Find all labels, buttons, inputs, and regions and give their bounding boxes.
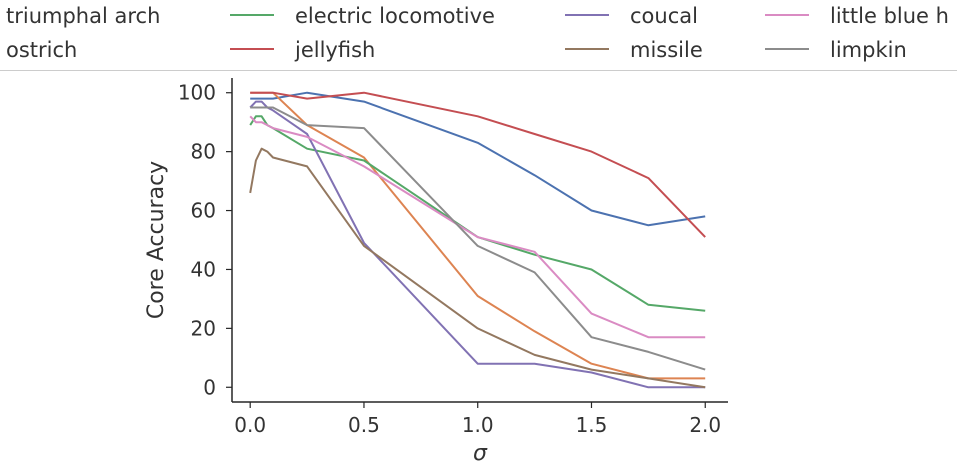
legend-label-electric-locomotive: electric locomotive (295, 4, 495, 28)
series-line-triumphal-arch (250, 91, 706, 227)
legend-label-coucal: coucal (630, 4, 698, 28)
legend-label-little-blue-heron: little blue h (830, 4, 949, 28)
legend: triumphal arch electric locomotive coucal l… (6, 4, 949, 62)
y-tick-label: 80 (191, 140, 216, 164)
series-line-ostrich (250, 91, 706, 380)
y-tick-label: 20 (191, 316, 216, 340)
legend-label-jellyfish: jellyfish (294, 38, 375, 62)
x-axis-label: σ (473, 441, 488, 466)
legend-label-missile: missile (630, 38, 703, 62)
plot-lines (249, 91, 706, 389)
series-line-missile (249, 147, 706, 389)
series-line-limpkin (250, 106, 706, 371)
series-line-jellyfish (250, 91, 706, 238)
x-tick-label: 0.0 (234, 413, 266, 437)
series-line-little-blue-heron (249, 115, 706, 339)
y-tick-label: 60 (191, 199, 216, 223)
x-tick-label: 1.5 (576, 413, 608, 437)
series-line-electric-locomotive (249, 115, 706, 312)
y-tick-label: 40 (191, 257, 216, 281)
y-tick-label: 0 (203, 375, 216, 399)
legend-label-ostrich: ostrich (6, 38, 77, 62)
x-tick-label: 2.0 (689, 413, 721, 437)
x-tick-label: 0.5 (348, 413, 380, 437)
legend-label-limpkin: limpkin (830, 38, 907, 62)
axes (231, 78, 728, 403)
x-tick-label: 1.0 (462, 413, 494, 437)
y-axis-label: Core Accuracy (144, 161, 169, 319)
ticks: 0.0 0.5 1.0 1.5 2.0 0 20 40 60 80 100 (178, 81, 721, 437)
y-tick-label: 100 (178, 81, 216, 105)
series-line-coucal (249, 100, 706, 389)
legend-label-triumphal-arch: triumphal arch (6, 4, 160, 28)
